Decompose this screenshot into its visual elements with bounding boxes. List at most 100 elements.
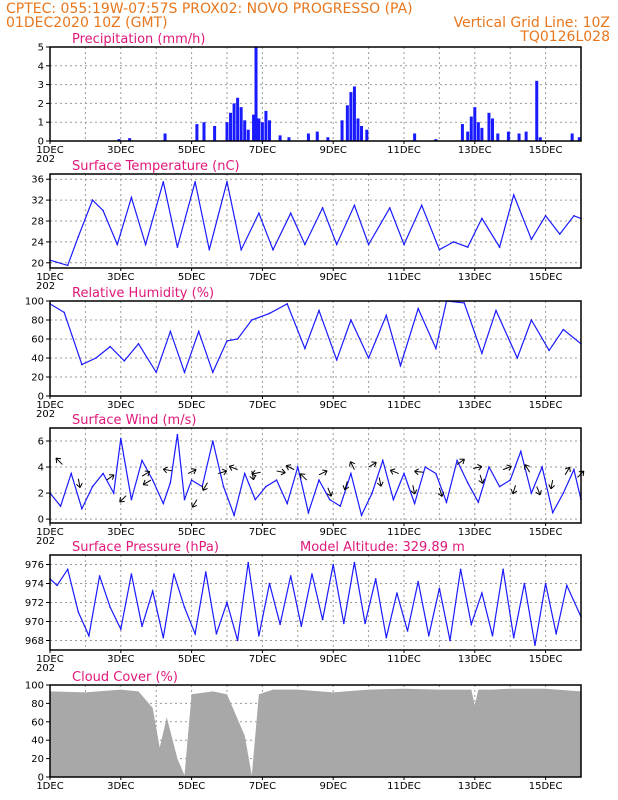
data-point [477, 501, 480, 503]
y-tick-label: 5 [38, 43, 44, 54]
data-point [226, 340, 228, 342]
y-tick-label: 60 [31, 717, 44, 728]
wind-arrow-shaft [390, 469, 399, 475]
wind-arrow-shaft [251, 470, 255, 480]
data-point [81, 507, 83, 510]
precip-bar [491, 118, 494, 141]
data-point [176, 246, 179, 248]
y-tick-label: 60 [31, 335, 44, 346]
data-point [548, 349, 550, 352]
x-tick-label: 1DEC [36, 654, 63, 665]
y-tick-label: 2 [38, 99, 44, 110]
data-point [130, 498, 133, 501]
data-point [311, 573, 313, 575]
data-point [66, 568, 69, 571]
wind-arrow-shaft [536, 486, 541, 496]
wind-arrow-shaft [229, 465, 238, 471]
y-tick-label: 20 [31, 258, 44, 269]
precip-bar [466, 131, 470, 141]
wind-arrow-shaft [218, 470, 227, 475]
wind-arrow-shaft [368, 461, 377, 468]
wind-arrow-shaft [202, 482, 208, 491]
data-point [233, 514, 235, 516]
wind-arrow [368, 461, 377, 468]
data-point [286, 502, 288, 505]
wind-arrow-head [285, 465, 289, 471]
x-tick-label: 3DEC [107, 654, 134, 665]
data-point [247, 561, 250, 564]
y-tick-label: 0 [38, 392, 44, 403]
x-tick-label: 13DEC [458, 400, 492, 411]
year-label: 202 [36, 154, 55, 165]
wind-arrow-shaft [251, 471, 261, 475]
x-tick-label: 15DEC [529, 400, 563, 411]
x-tick-label: 5DEC [178, 654, 205, 665]
wind-arrow-shaft [163, 468, 173, 472]
data-point [488, 466, 490, 468]
precip-bar [345, 105, 349, 141]
precip-bar [229, 112, 233, 141]
wind-arrow-head [202, 488, 208, 491]
precip-bar [252, 114, 256, 141]
wind-arrow-shaft [479, 474, 484, 484]
y-tick-label: 36 [31, 175, 44, 186]
precip-bar [246, 129, 250, 141]
wind-arrow-head [510, 489, 514, 495]
header-model: TQ0126L028 [519, 29, 610, 45]
data-point [389, 207, 391, 209]
x-tick-label: 15DEC [529, 781, 563, 792]
precip-bar [236, 97, 240, 141]
y-tick-label: 970 [25, 617, 44, 628]
wind-arrow-head [350, 461, 356, 465]
wind-arrow-shaft [512, 485, 516, 495]
data-point [258, 634, 260, 637]
data-point [289, 212, 292, 214]
precip-bar [117, 139, 121, 141]
y-tick-label: 3 [38, 80, 44, 91]
x-tick-label: 11DEC [387, 781, 421, 792]
panels: 0 1 2 3 4 5 1DEC 3DEC 5DEC 7DEC 9DEC 11DEC 13DEC 15DE… [25, 32, 585, 792]
wind-arrow-shaft [141, 471, 151, 477]
precip-bar [360, 125, 364, 141]
data-point [459, 568, 462, 571]
wind-arrow-head [162, 468, 168, 474]
precip-bar [239, 107, 243, 141]
wind-arrow [76, 478, 83, 488]
data-point [562, 328, 565, 331]
data-point [130, 196, 133, 199]
wind-line [49, 434, 582, 518]
wind-arrow-head [191, 502, 193, 508]
wind-arrow-head [251, 469, 256, 475]
humidity-line [49, 300, 582, 375]
wind-arrow-head [251, 473, 257, 477]
x-tick-label: 7DEC [249, 781, 276, 792]
x-tick-label: 13DEC [458, 272, 492, 283]
data-point [162, 181, 165, 183]
precip-bar [260, 122, 264, 141]
x-tick-label: 3DEC [107, 145, 134, 156]
wind-arrow-head [192, 504, 198, 508]
wind-arrow-head [550, 485, 555, 490]
wind-arrow-head [299, 473, 302, 479]
wind-arrow-head [478, 466, 483, 471]
wind-arrow [414, 468, 424, 476]
wind-arrow [119, 495, 127, 503]
data-point [56, 584, 58, 587]
data-point [498, 485, 501, 488]
x-tick-label: 15DEC [529, 145, 563, 156]
data-point [424, 466, 427, 468]
precip-bar [476, 122, 480, 141]
data-point [141, 459, 143, 462]
data-point [466, 481, 469, 484]
data-point [332, 563, 335, 566]
precip-bar [202, 122, 206, 141]
data-point [275, 479, 278, 481]
data-point [360, 514, 363, 516]
wind-arrow-head [524, 464, 526, 470]
data-point [413, 502, 416, 505]
panel-temperature: 20 24 28 32 36 1DEC 3DEC 5DEC 7DEC 9DEC 11DEC 13DEC… [31, 159, 582, 292]
data-point [226, 601, 228, 604]
precip-bar [469, 116, 473, 141]
precip-bar [487, 112, 491, 141]
data-point [350, 319, 352, 321]
